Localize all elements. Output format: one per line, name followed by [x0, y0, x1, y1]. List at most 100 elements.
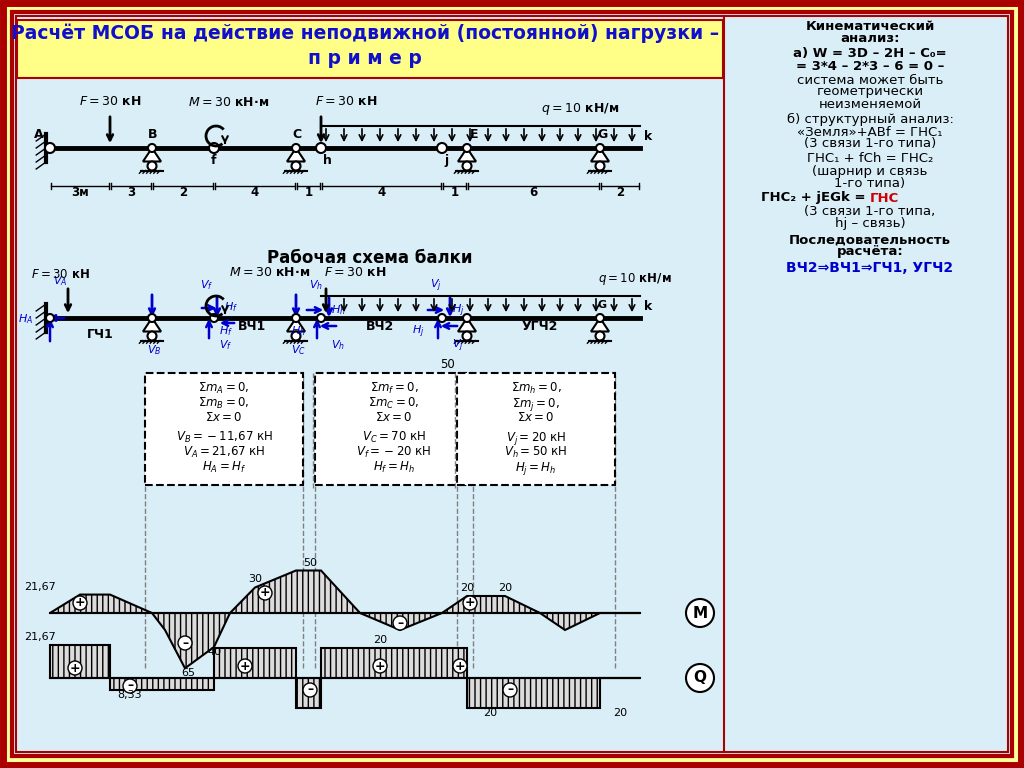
Text: $V_j = 20$ кН: $V_j = 20$ кН: [506, 430, 566, 447]
Circle shape: [596, 161, 604, 170]
Text: п р и м е р: п р и м е р: [308, 48, 422, 68]
Circle shape: [68, 661, 82, 675]
Text: $H_h$: $H_h$: [331, 303, 346, 317]
Text: –: –: [182, 637, 188, 650]
Text: $\Sigma x = 0$: $\Sigma x = 0$: [375, 411, 413, 424]
Text: $\Sigma x = 0$: $\Sigma x = 0$: [205, 411, 243, 424]
Text: –: –: [127, 680, 133, 693]
Circle shape: [437, 143, 447, 153]
Text: $H_f$: $H_f$: [219, 324, 233, 338]
Text: $M = 30$ кН·м: $M = 30$ кН·м: [229, 266, 310, 280]
Text: = 3*4 – 2*3 – 6 = 0 –: = 3*4 – 2*3 – 6 = 0 –: [796, 61, 944, 74]
Text: +: +: [465, 597, 475, 610]
Circle shape: [147, 332, 157, 340]
Text: (шарнир и связь: (шарнир и связь: [812, 164, 928, 177]
Bar: [17, 20, 723, 78]
Text: $H_j$: $H_j$: [412, 323, 425, 339]
Circle shape: [596, 144, 604, 152]
Text: система может быть: система может быть: [797, 74, 943, 87]
Text: 40: 40: [207, 647, 221, 657]
Text: $F = 30$ кН: $F = 30$ кН: [324, 266, 386, 280]
Text: (3 связи 1-го типа): (3 связи 1-го типа): [804, 137, 936, 151]
Text: Q: Q: [693, 670, 707, 686]
Circle shape: [463, 596, 477, 610]
Text: 1: 1: [304, 186, 312, 199]
Circle shape: [596, 314, 604, 322]
Circle shape: [292, 314, 300, 322]
Text: $V_h$: $V_h$: [331, 338, 345, 352]
Text: Последовательность: Последовательность: [790, 233, 951, 247]
Circle shape: [292, 332, 300, 340]
Text: 4: 4: [378, 186, 386, 199]
Text: $F = 30$ кН: $F = 30$ кН: [31, 268, 89, 281]
Circle shape: [463, 161, 471, 170]
Text: +: +: [260, 587, 270, 600]
Text: 2: 2: [616, 186, 624, 199]
Text: h: h: [323, 154, 332, 167]
Circle shape: [147, 161, 157, 170]
Text: Кинематический: Кинематический: [805, 19, 935, 32]
Text: 1: 1: [451, 186, 459, 199]
Text: 4: 4: [251, 186, 259, 199]
Text: $H_j$: $H_j$: [452, 303, 465, 319]
Circle shape: [316, 143, 326, 153]
Text: –: –: [507, 684, 513, 697]
Text: ГНС: ГНС: [870, 191, 899, 204]
Text: 30: 30: [248, 574, 262, 584]
Polygon shape: [458, 318, 476, 332]
Text: $\Sigma m_A = 0,$: $\Sigma m_A = 0,$: [199, 381, 250, 396]
Text: $V_B$: $V_B$: [147, 343, 162, 357]
Text: $H_f$: $H_f$: [224, 300, 238, 314]
FancyBboxPatch shape: [315, 373, 473, 485]
Text: $\Sigma x = 0$: $\Sigma x = 0$: [517, 411, 555, 424]
Text: ВЧ2: ВЧ2: [366, 320, 394, 333]
Text: 50: 50: [440, 358, 455, 371]
Text: 3: 3: [127, 186, 135, 199]
Circle shape: [686, 664, 714, 692]
Text: –: –: [307, 684, 313, 697]
Circle shape: [178, 636, 193, 650]
Circle shape: [303, 683, 317, 697]
Text: $V_h = 50$ кН: $V_h = 50$ кН: [504, 445, 567, 460]
Polygon shape: [50, 645, 640, 708]
Text: k: k: [644, 300, 652, 313]
Text: G: G: [597, 300, 606, 310]
Text: ВЧ1: ВЧ1: [238, 320, 266, 333]
Text: 3м: 3м: [71, 186, 89, 199]
Text: +: +: [375, 660, 385, 673]
Text: $V_B = -11{,}67$ кН: $V_B = -11{,}67$ кН: [175, 430, 272, 445]
Text: $\Sigma m_B = 0,$: $\Sigma m_B = 0,$: [199, 396, 250, 411]
Text: $V_j$: $V_j$: [452, 337, 464, 354]
Polygon shape: [50, 571, 640, 668]
Text: j: j: [444, 154, 449, 167]
FancyBboxPatch shape: [145, 373, 303, 485]
Text: ВЧ2⇒ВЧ1⇒ГЧ1, УГЧ2: ВЧ2⇒ВЧ1⇒ГЧ1, УГЧ2: [786, 261, 953, 275]
Circle shape: [123, 679, 137, 693]
Text: «Земля»+ABf = ГНС₁: «Земля»+ABf = ГНС₁: [798, 125, 943, 138]
Text: B: B: [148, 128, 158, 141]
Text: hj – связь): hj – связь): [835, 217, 905, 230]
Text: (3 связи 1-го типа,: (3 связи 1-го типа,: [805, 204, 936, 217]
Text: $H_f = H_h$: $H_f = H_h$: [373, 460, 415, 475]
Text: б) структурный анализ:: б) структурный анализ:: [786, 112, 953, 125]
Text: 6: 6: [529, 186, 538, 199]
Text: M: M: [692, 605, 708, 621]
Circle shape: [258, 586, 272, 600]
Text: $\Sigma m_h = 0,$: $\Sigma m_h = 0,$: [511, 381, 561, 396]
Text: k: k: [644, 130, 652, 143]
Text: ГЧ1: ГЧ1: [87, 328, 114, 341]
Polygon shape: [591, 148, 609, 161]
Circle shape: [210, 314, 218, 322]
Polygon shape: [287, 148, 305, 161]
Circle shape: [596, 332, 604, 340]
Text: $q = 10$ кН/м: $q = 10$ кН/м: [598, 271, 672, 287]
Text: Расчёт МСОБ на действие неподвижной (постоянной) нагрузки –: Расчёт МСОБ на действие неподвижной (пос…: [11, 23, 719, 43]
Text: 8,33: 8,33: [118, 690, 142, 700]
Text: $F = 30$ кН: $F = 30$ кН: [79, 95, 141, 108]
Text: $\Sigma m_j = 0,$: $\Sigma m_j = 0,$: [512, 396, 560, 413]
Text: $\Sigma m_f = 0,$: $\Sigma m_f = 0,$: [370, 381, 419, 396]
Text: E: E: [470, 128, 478, 141]
Circle shape: [373, 659, 387, 673]
Text: +: +: [70, 661, 80, 674]
Circle shape: [46, 314, 54, 322]
